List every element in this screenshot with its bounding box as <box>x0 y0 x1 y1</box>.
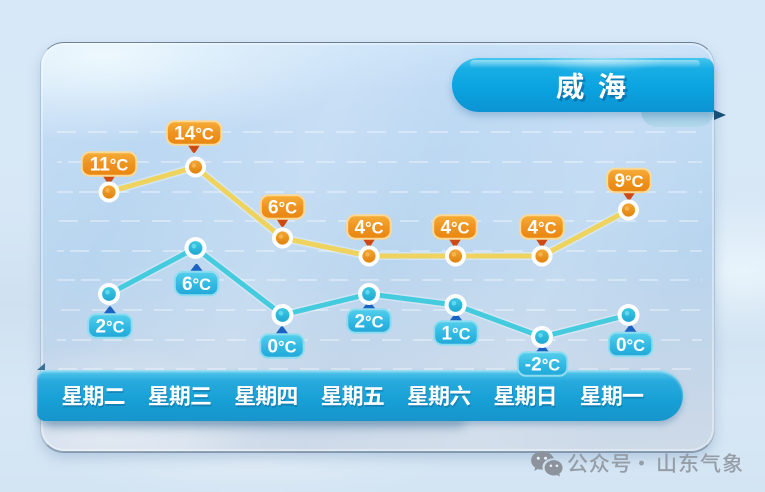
svg-text:2°C: 2°C <box>354 312 383 333</box>
svg-text:6°C: 6°C <box>182 274 211 295</box>
svg-text:1°C: 1°C <box>441 324 470 345</box>
svg-text:4°C: 4°C <box>440 218 469 239</box>
svg-text:9°C: 9°C <box>614 171 643 192</box>
svg-text:4°C: 4°C <box>527 218 556 239</box>
svg-text:14°C: 14°C <box>174 124 214 145</box>
svg-text:-2°C: -2°C <box>525 355 561 376</box>
svg-text:2°C: 2°C <box>95 317 124 338</box>
svg-text:0°C: 0°C <box>267 337 296 358</box>
svg-text:4°C: 4°C <box>354 218 383 239</box>
svg-text:0°C: 0°C <box>616 335 645 356</box>
svg-text:6°C: 6°C <box>268 198 297 219</box>
svg-text:11°C: 11°C <box>90 155 129 176</box>
